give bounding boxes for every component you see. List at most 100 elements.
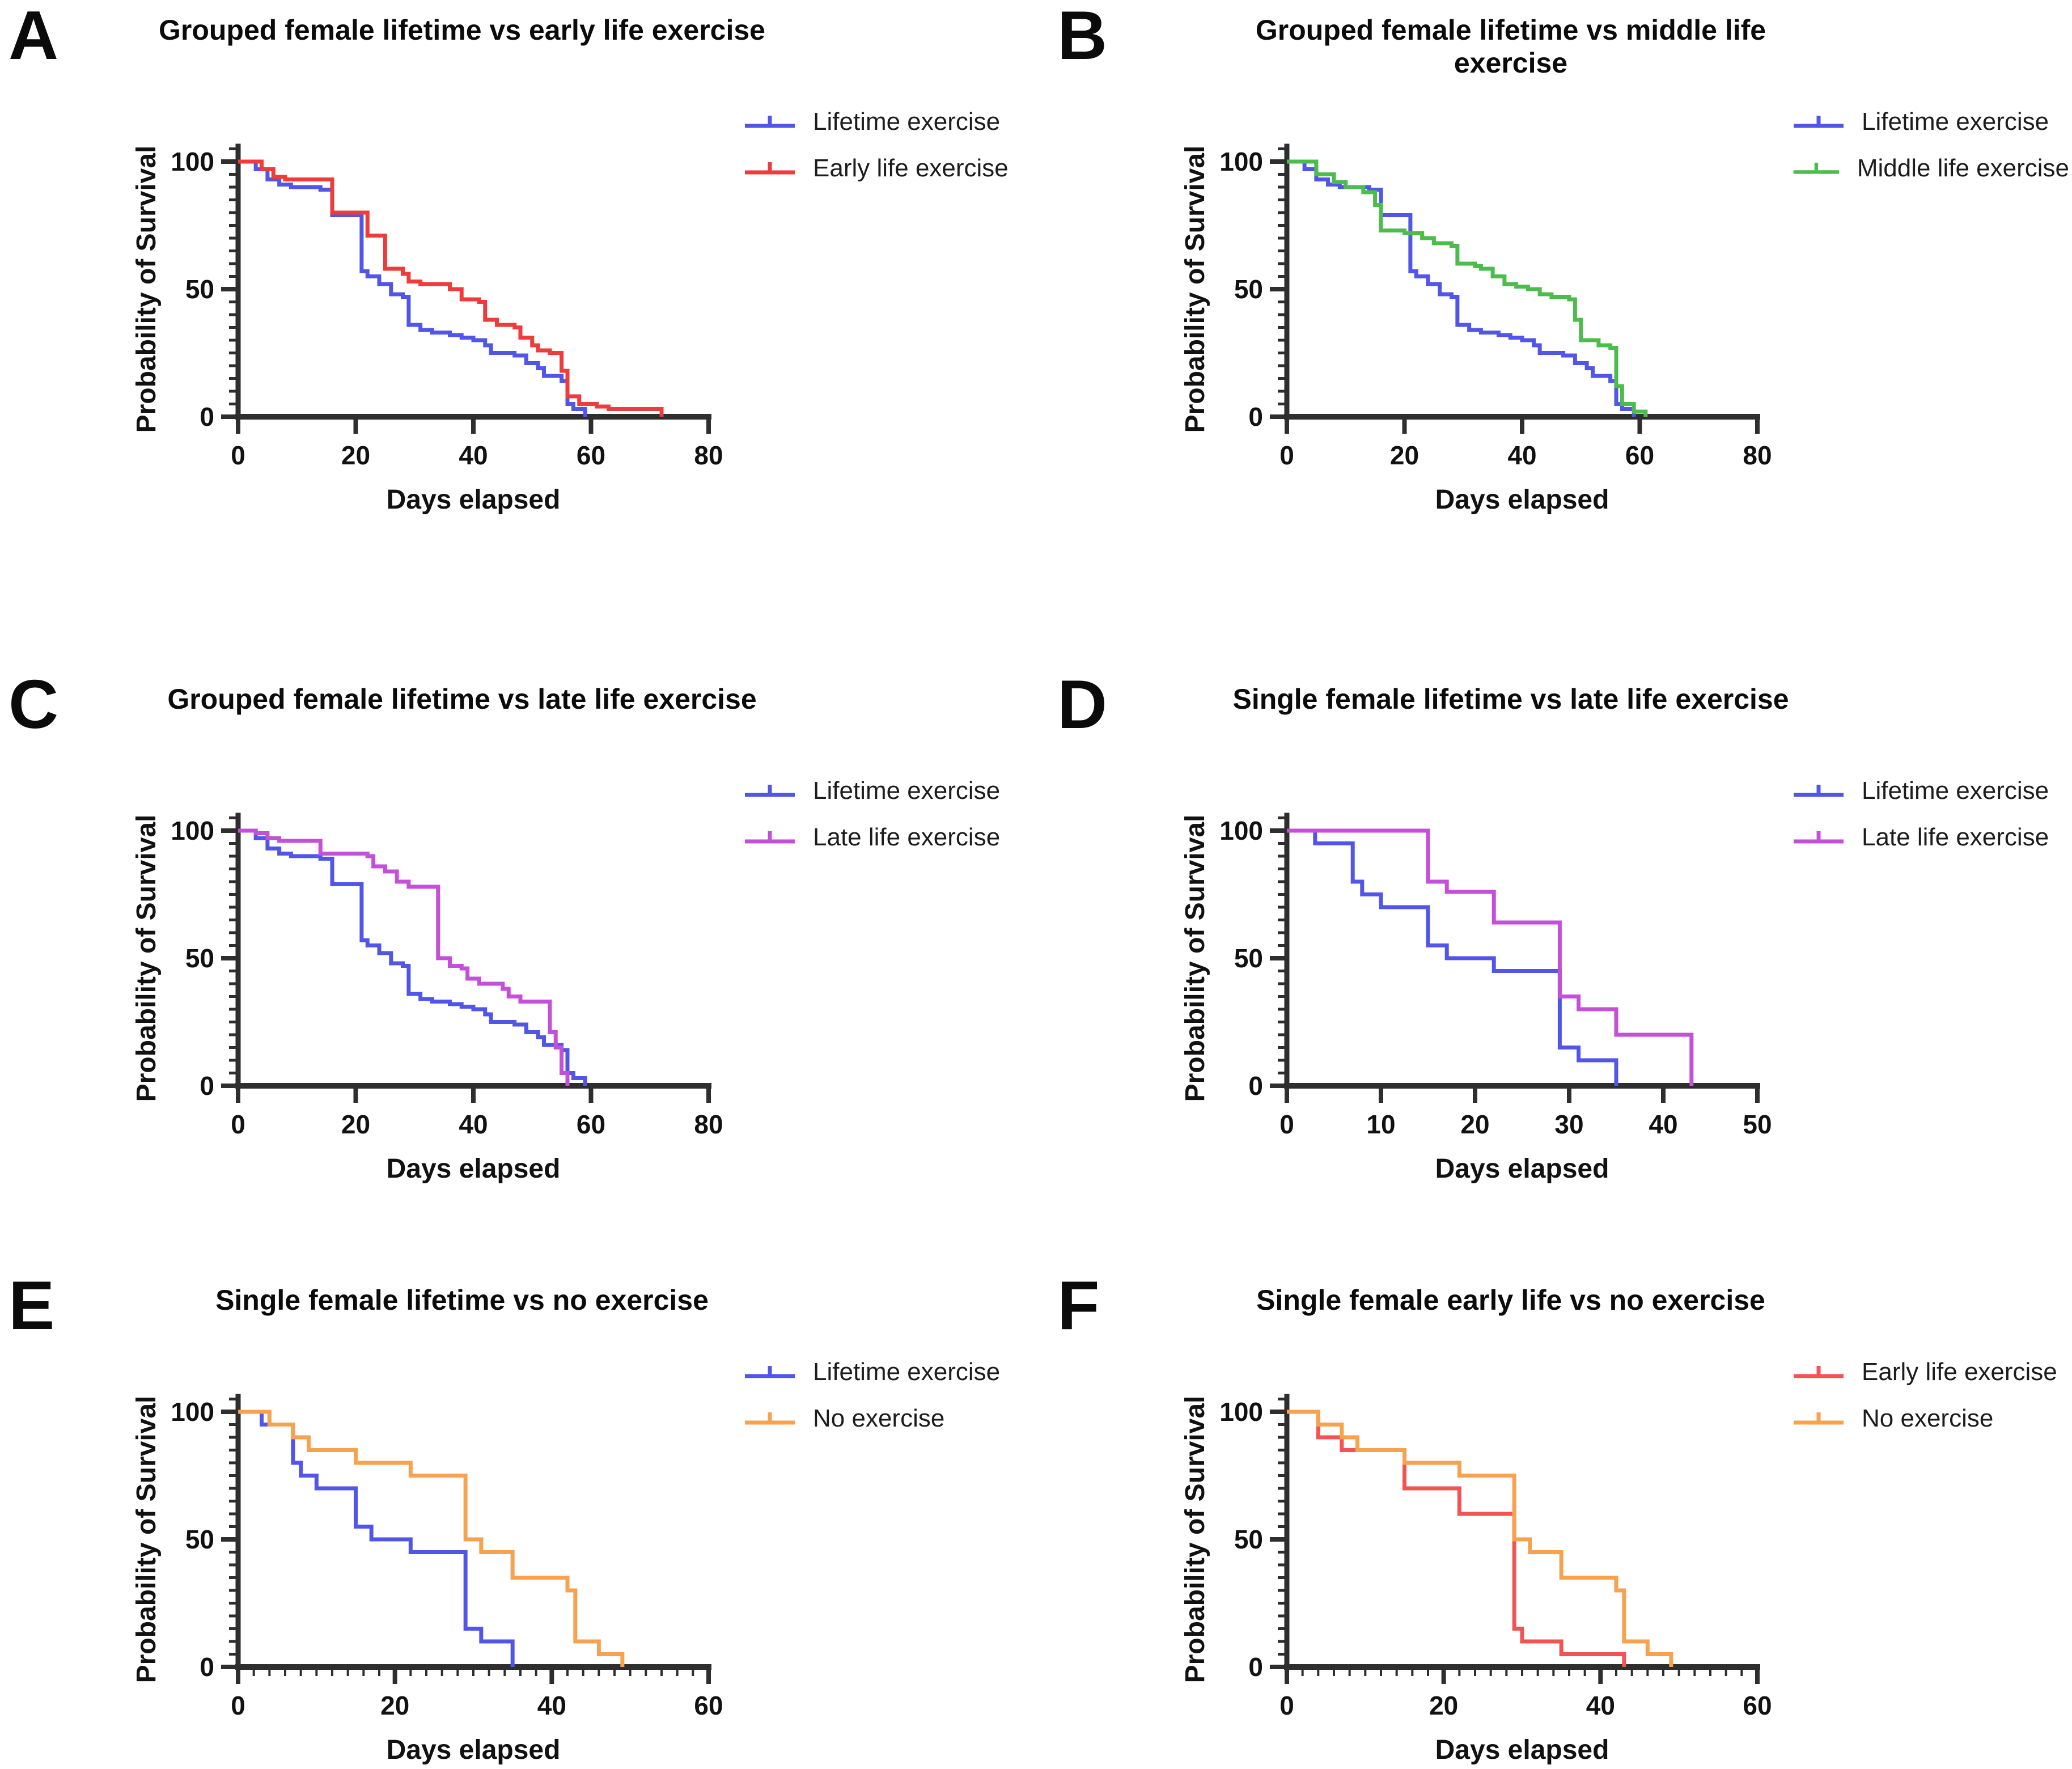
panel-letter: E — [9, 1267, 55, 1344]
chart-legend: Lifetime exercise Early life exercise — [743, 108, 1020, 201]
svg-text:0: 0 — [231, 1110, 245, 1139]
km-curve — [1287, 828, 1618, 1086]
svg-text:80: 80 — [694, 441, 723, 470]
legend-item: Late life exercise — [743, 823, 1020, 852]
legend-label: Late life exercise — [813, 823, 1001, 851]
svg-text:100: 100 — [1219, 816, 1263, 845]
km-plot: 0 50 100 0 10 20 30 40 50 Days elapsed Probability… — [1180, 812, 1772, 1184]
legend-label: Middle life exercise — [1857, 154, 2069, 182]
legend-label: Late life exercise — [1862, 823, 2049, 851]
legend-label: Early life exercise — [813, 154, 1009, 182]
svg-text:40: 40 — [1507, 441, 1536, 470]
legend-item: Late life exercise — [1791, 823, 2069, 852]
km-curve — [1287, 159, 1648, 417]
svg-text:0: 0 — [1248, 1652, 1263, 1682]
panel-letter: C — [9, 666, 59, 743]
svg-text:0: 0 — [200, 402, 214, 431]
svg-text:80: 80 — [694, 1110, 723, 1139]
x-axis-label: Days elapsed — [387, 1154, 561, 1184]
legend-marker-line — [1794, 1412, 1844, 1425]
svg-text:50: 50 — [1234, 943, 1263, 973]
legend-marker-line — [745, 785, 795, 797]
svg-text:10: 10 — [1366, 1110, 1395, 1139]
x-axis-label: Days elapsed — [387, 485, 561, 515]
svg-text:0: 0 — [1279, 441, 1294, 470]
km-curve — [1287, 1410, 1626, 1667]
panel-letter: A — [9, 0, 59, 74]
y-axis-label: Probability of Survival — [132, 146, 162, 433]
svg-text:60: 60 — [577, 441, 605, 470]
svg-text:60: 60 — [1625, 441, 1654, 470]
panel-letter: F — [1057, 1267, 1100, 1344]
legend-marker-line — [745, 162, 795, 175]
svg-text:50: 50 — [185, 943, 214, 973]
legend-label: Lifetime exercise — [1862, 108, 2049, 136]
svg-text:80: 80 — [1743, 441, 1772, 470]
survival-chart: 0 50 100 0 20 40 60 Days elapsed Probability of … — [125, 1332, 726, 1769]
svg-text:40: 40 — [537, 1691, 566, 1720]
km-plot: 0 50 100 0 20 40 60 80 Days elapsed Probability o… — [132, 143, 723, 515]
svg-text:20: 20 — [1460, 1110, 1489, 1139]
survival-chart: 0 50 100 0 20 40 60 80 Days elapsed Probability o… — [1173, 82, 1774, 524]
legend-marker-line — [1794, 116, 1844, 128]
svg-text:40: 40 — [1649, 1110, 1677, 1139]
km-curve — [238, 828, 587, 1086]
km-curve — [238, 159, 587, 417]
svg-text:0: 0 — [1248, 402, 1263, 431]
svg-text:50: 50 — [1234, 274, 1263, 304]
legend-marker-line — [1794, 1366, 1844, 1378]
svg-text:0: 0 — [200, 1071, 214, 1101]
legend-label: No exercise — [1862, 1404, 1994, 1432]
legend-item: Lifetime exercise — [743, 108, 1020, 136]
svg-text:20: 20 — [341, 441, 370, 470]
svg-text:100: 100 — [171, 1397, 214, 1427]
legend-label: Early life exercise — [1862, 1358, 2057, 1386]
legend-marker-line — [1793, 162, 1840, 174]
panel-title: Single female lifetime vs no exercise — [215, 1284, 709, 1316]
panel-c: C Grouped female lifetime vs late life e… — [9, 670, 1023, 1330]
chart-legend: Lifetime exercise Middle life exercise — [1791, 108, 2069, 201]
svg-text:100: 100 — [1219, 147, 1263, 176]
y-axis-label: Probability of Survival — [1180, 815, 1210, 1102]
svg-text:20: 20 — [380, 1691, 409, 1720]
svg-text:30: 30 — [1554, 1110, 1583, 1139]
svg-text:0: 0 — [1248, 1071, 1263, 1101]
svg-text:20: 20 — [1390, 441, 1419, 470]
svg-text:50: 50 — [185, 1525, 214, 1554]
svg-text:100: 100 — [1219, 1397, 1263, 1427]
panel-title: Grouped female lifetime vs late life exe… — [167, 683, 757, 715]
svg-text:0: 0 — [231, 441, 245, 470]
panel-title: Grouped female lifetime vs early life ex… — [159, 14, 765, 46]
legend-label: Lifetime exercise — [1862, 777, 2049, 805]
km-curve — [238, 1410, 625, 1667]
km-plot: 0 50 100 0 20 40 60 Days elapsed Probability of … — [132, 1394, 723, 1765]
svg-text:0: 0 — [231, 1691, 245, 1720]
svg-text:100: 100 — [171, 147, 214, 176]
svg-text:60: 60 — [694, 1691, 723, 1720]
svg-text:40: 40 — [459, 1110, 488, 1139]
panel-title: Single female early life vs no exercise — [1256, 1284, 1765, 1316]
km-curve — [238, 159, 664, 417]
km-plot: 0 50 100 0 20 40 60 80 Days elapsed Probability o… — [1180, 143, 1772, 515]
svg-text:50: 50 — [1743, 1110, 1772, 1139]
legend-item: Lifetime exercise — [1791, 777, 2069, 805]
y-axis-label: Probability of Survival — [132, 815, 162, 1102]
legend-item: Lifetime exercise — [743, 1358, 1020, 1386]
legend-label: Lifetime exercise — [813, 108, 1001, 136]
legend-marker-line — [1794, 785, 1844, 797]
legend-marker-line — [745, 1366, 795, 1378]
y-axis-label: Probability of Survival — [1180, 1396, 1210, 1683]
survival-chart: 0 50 100 0 10 20 30 40 50 Days elapsed Probability… — [1173, 751, 1774, 1194]
y-axis-label: Probability of Survival — [132, 1396, 162, 1683]
panel-a: A Grouped female lifetime vs early life … — [9, 1, 1023, 661]
km-plot: 0 50 100 0 20 40 60 80 Days elapsed Probability o… — [132, 812, 723, 1184]
svg-text:0: 0 — [200, 1652, 214, 1682]
chart-legend: Lifetime exercise No exercise — [743, 1358, 1020, 1451]
svg-text:40: 40 — [1586, 1691, 1615, 1720]
x-axis-label: Days elapsed — [387, 1735, 561, 1765]
legend-marker-line — [745, 116, 795, 128]
legend-item: Middle life exercise — [1791, 154, 2069, 183]
legend-label: Lifetime exercise — [813, 1358, 1001, 1386]
svg-text:0: 0 — [1279, 1110, 1294, 1139]
survival-chart: 0 50 100 0 20 40 60 80 Days elapsed Probability o… — [125, 751, 726, 1194]
